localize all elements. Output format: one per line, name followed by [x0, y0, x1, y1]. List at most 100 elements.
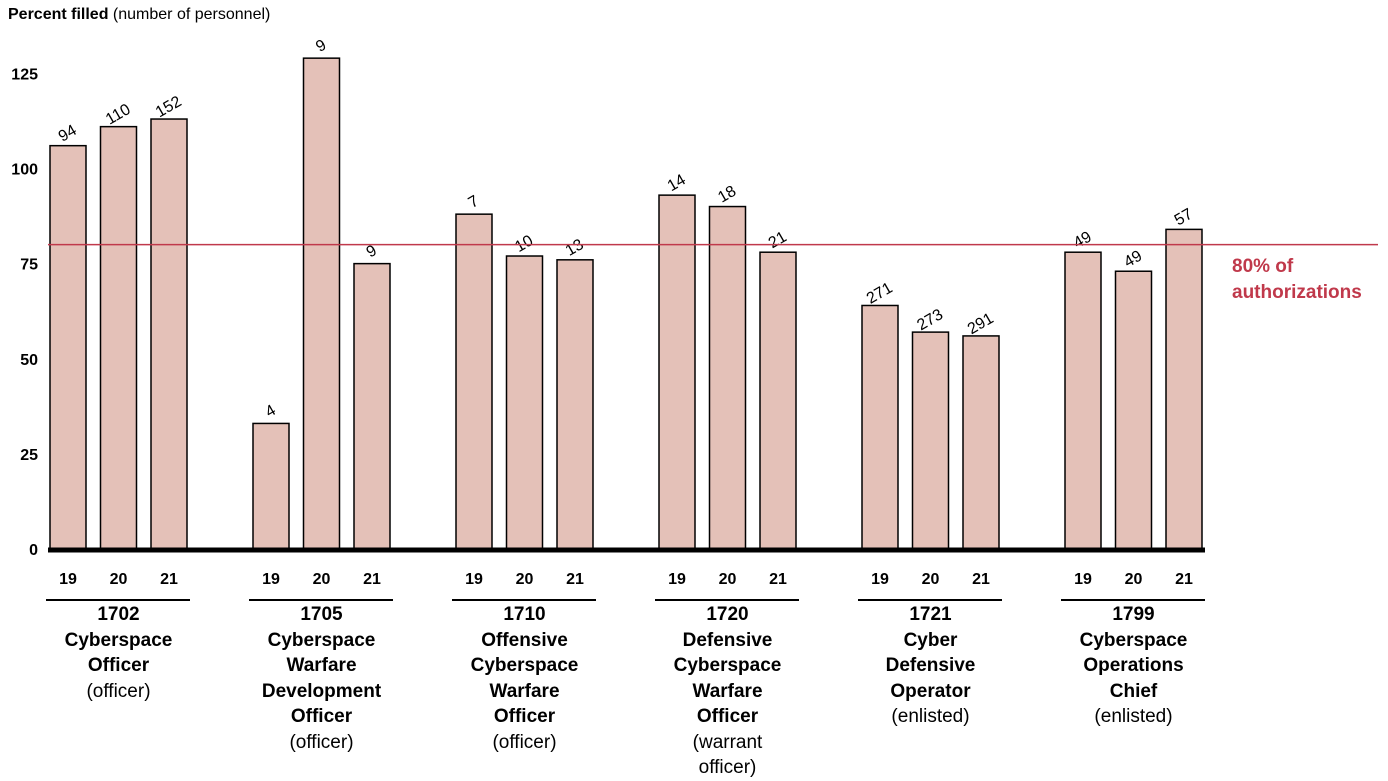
group-title-line: 1720 — [706, 604, 749, 625]
bar-value-label: 152 — [153, 93, 185, 121]
x-tick-label: 20 — [313, 571, 331, 588]
group-title-line: Officer — [696, 706, 759, 727]
group-title-line: Development — [261, 680, 382, 702]
bar-value-label: 94 — [56, 122, 80, 146]
bar-value-label: 21 — [766, 228, 790, 252]
x-tick-label: 20 — [719, 571, 737, 588]
group-title-line: Chief — [1109, 680, 1158, 702]
group-title-line: 1799 — [1112, 604, 1155, 625]
x-tick-label: 19 — [262, 571, 280, 588]
x-tick-label: 20 — [1125, 571, 1143, 588]
x-tick-label: 21 — [972, 571, 990, 588]
bar — [49, 144, 87, 550]
bar-value-label: 291 — [965, 310, 997, 338]
group-title-line: Cyberspace — [267, 629, 376, 651]
y-tick-label: 0 — [29, 542, 38, 559]
x-tick-label: 21 — [363, 571, 381, 588]
group-label-1720: 1720 Defensive Cyberspace Warfare Officer (wa… — [648, 602, 808, 781]
bar — [861, 304, 899, 550]
bar — [759, 251, 797, 550]
bar-value-label: 7 — [466, 193, 482, 212]
group-note-line: (officer) — [86, 680, 151, 702]
bar — [1114, 270, 1153, 550]
x-tick-label: 21 — [160, 571, 178, 588]
bar-value-label: 49 — [1121, 247, 1145, 271]
x-tick-label: 21 — [566, 571, 584, 588]
bar — [556, 259, 594, 550]
y-tick-label: 50 — [20, 352, 38, 369]
x-tick-label: 19 — [465, 571, 483, 588]
group-title-line: Cyberspace — [1079, 629, 1188, 651]
group-title-line: Operator — [890, 680, 971, 702]
bar — [99, 125, 138, 550]
bar — [962, 335, 1000, 550]
bar — [302, 57, 341, 550]
group-title-line: Warfare — [286, 655, 357, 676]
bar — [505, 255, 544, 550]
x-tick-label: 19 — [871, 571, 889, 588]
x-tick-label: 20 — [516, 571, 534, 588]
x-tick-label: 21 — [1175, 571, 1193, 588]
group-title-line: Cyberspace — [470, 655, 579, 676]
bar-value-label: 9 — [313, 37, 329, 56]
group-title-line: Warfare — [489, 680, 560, 702]
group-title-line: Defensive — [682, 629, 773, 651]
group-label-1799: 1799 Cyberspace Operations Chief (enlisted) — [1054, 602, 1214, 730]
x-tick-label: 19 — [1074, 571, 1092, 588]
y-tick-label: 75 — [20, 257, 38, 274]
reference-line-label-line2: authorizations — [1232, 282, 1362, 303]
group-title-line: Cyberspace — [64, 629, 173, 651]
x-tick-label: 19 — [668, 571, 686, 588]
y-tick-label: 125 — [11, 66, 38, 83]
group-title-line: Cyber — [903, 629, 958, 651]
group-label-1721: 1721 Cyber Defensive Operator (enlisted) — [851, 602, 1011, 730]
bar — [353, 262, 391, 550]
group-note-line: (enlisted) — [891, 706, 970, 727]
group-note-line: (officer) — [492, 731, 557, 753]
group-title-line: Warfare — [692, 680, 763, 702]
group-title-line: 1710 — [503, 604, 546, 625]
group-title-line: Officer — [290, 706, 353, 727]
bar-value-label: 273 — [914, 306, 946, 334]
x-tick-label: 21 — [769, 571, 787, 588]
group-title-line: 1705 — [300, 604, 343, 625]
y-tick-label: 100 — [11, 162, 38, 179]
bar-value-label: 13 — [563, 236, 587, 260]
bar — [1064, 251, 1102, 550]
group-title-line: Operations — [1083, 655, 1184, 676]
x-tick-label: 19 — [59, 571, 77, 588]
bar — [911, 331, 950, 550]
bar-value-label: 49 — [1071, 228, 1095, 252]
bar-value-label: 271 — [864, 279, 896, 307]
y-axis-title: Percent filled (number of personnel) — [8, 6, 270, 24]
group-note-line: (warrant — [692, 731, 763, 753]
bar-value-label: 18 — [715, 183, 739, 207]
bar-value-label: 4 — [263, 402, 279, 421]
bar — [658, 194, 696, 550]
bar — [1165, 228, 1203, 550]
group-note-line: officer) — [698, 757, 757, 778]
y-axis-title-rest: (number of personnel) — [108, 6, 271, 23]
group-title-line: 1702 — [97, 604, 140, 625]
group-note-line: (enlisted) — [1094, 706, 1173, 727]
bar — [252, 422, 290, 550]
group-label-1710: 1710 Offensive Cyberspace Warfare Officer (of… — [445, 602, 605, 755]
reference-line-label: 80% of authorizations — [1232, 254, 1362, 306]
bar — [708, 205, 747, 550]
x-tick-label: 20 — [922, 571, 940, 588]
group-title-line: Offensive — [481, 629, 568, 651]
group-title-line: 1721 — [909, 604, 952, 625]
group-title-line: Defensive — [885, 655, 976, 676]
group-title-line: Officer — [87, 655, 150, 676]
bar-value-label: 110 — [103, 101, 134, 129]
group-note-line: (officer) — [289, 731, 354, 753]
y-axis-title-bold: Percent filled — [8, 6, 109, 23]
reference-line-label-line1: 80% of — [1232, 256, 1294, 277]
group-title-line: Cyberspace — [673, 655, 782, 676]
bar-value-label: 14 — [665, 171, 689, 195]
x-tick-label: 20 — [110, 571, 128, 588]
bar-value-label: 57 — [1172, 206, 1196, 230]
group-label-1702: 1702 Cyberspace Officer (officer) — [39, 602, 199, 704]
group-title-line: Officer — [493, 706, 556, 727]
